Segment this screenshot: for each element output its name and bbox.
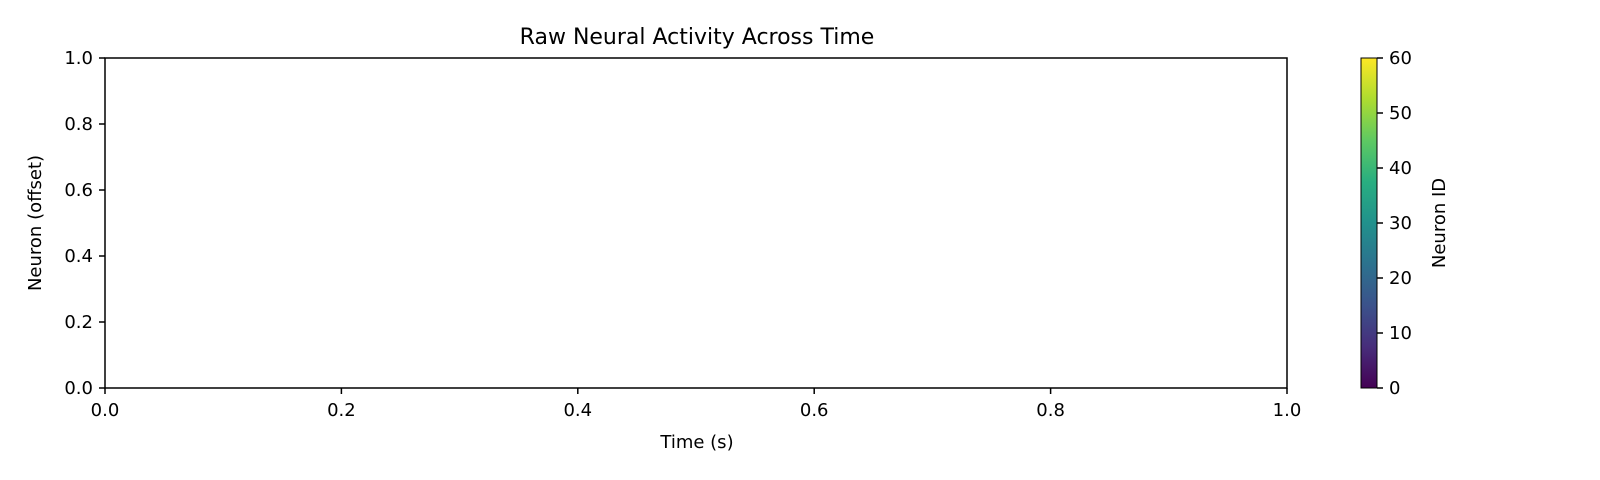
colorbar <box>1360 57 1378 389</box>
chart-title: Raw Neural Activity Across Time <box>520 25 875 50</box>
colorbar-tick-label: 0 <box>1389 378 1400 399</box>
colorbar-tick-label: 50 <box>1389 103 1412 124</box>
y-tick-label: 0.6 <box>64 180 93 201</box>
colorbar-ticks: 0 10 20 30 40 50 60 <box>1377 48 1412 399</box>
plot-frame <box>104 57 1288 389</box>
colorbar-tick-label: 30 <box>1389 213 1412 234</box>
x-axis-label: Time (s) <box>659 432 733 453</box>
y-tick-label: 0.0 <box>64 378 93 399</box>
y-axis-ticks: 0.0 0.2 0.4 0.6 0.8 1.0 <box>64 48 105 399</box>
colorbar-tick-label: 10 <box>1389 323 1412 344</box>
x-tick-label: 0.4 <box>563 400 592 421</box>
y-tick-label: 0.2 <box>64 312 93 333</box>
colorbar-label: Neuron ID <box>1429 178 1450 268</box>
x-tick-label: 0.2 <box>327 400 356 421</box>
colorbar-tick-label: 60 <box>1389 48 1412 69</box>
y-tick-label: 1.0 <box>64 48 93 69</box>
x-tick-label: 0.0 <box>91 400 120 421</box>
y-tick-label: 0.4 <box>64 246 93 267</box>
x-axis-ticks: 0.0 0.2 0.4 0.6 0.8 1.0 <box>91 388 1302 421</box>
x-tick-label: 0.8 <box>1036 400 1065 421</box>
x-tick-label: 1.0 <box>1273 400 1302 421</box>
y-axis-label: Neuron (offset) <box>25 155 46 291</box>
x-tick-label: 0.6 <box>800 400 829 421</box>
colorbar-tick-label: 20 <box>1389 268 1412 289</box>
plot-area <box>105 58 1287 388</box>
colorbar-tick-label: 40 <box>1389 158 1412 179</box>
y-tick-label: 0.8 <box>64 114 93 135</box>
